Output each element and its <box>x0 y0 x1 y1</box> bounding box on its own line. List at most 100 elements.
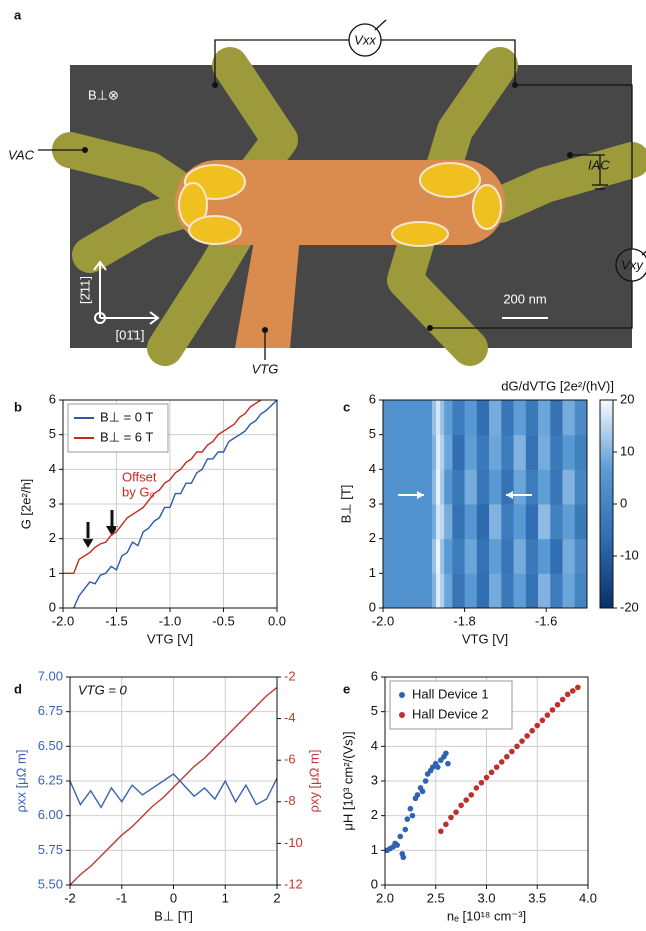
heatmap-cell <box>432 469 437 504</box>
panel-label: c <box>343 399 350 414</box>
scatter-point <box>479 780 485 786</box>
y-tick-label: 6 <box>49 391 56 406</box>
heatmap-cell <box>436 539 441 574</box>
scatter-point <box>415 792 421 798</box>
figure: a Vxx VAC IAC Vxy VTG B⊥⊗ [2̄11] [01̄1] … <box>0 0 646 931</box>
heatmap-cell <box>514 400 527 435</box>
heatmap-cell <box>465 435 478 470</box>
y2-axis-label: ρxy [μΩ m] <box>306 750 321 813</box>
heatmap-cell <box>575 469 588 504</box>
x-tick-label: 4.0 <box>579 890 597 905</box>
y-tick-label: 5 <box>369 426 376 441</box>
x-axis-label: B⊥ [T] <box>154 908 193 923</box>
scatter-point <box>468 792 474 798</box>
heatmap-cell <box>383 539 432 574</box>
legend-marker <box>399 712 405 718</box>
legend-label: Hall Device 1 <box>412 686 489 701</box>
x-tick-label: 2.0 <box>376 890 394 905</box>
x-tick-label: -1.0 <box>159 613 181 628</box>
y-tick-label: 6.00 <box>38 807 63 822</box>
heatmap-cell <box>575 435 588 470</box>
heatmap-cell <box>477 469 490 504</box>
y-tick-label: 1 <box>49 565 56 580</box>
colorbar-tick-label: -20 <box>620 599 639 614</box>
colorbar-tick-label: -10 <box>620 547 639 562</box>
heatmap-cell <box>514 573 527 608</box>
heatmap-cell <box>501 400 514 435</box>
y2-tick-label: -12 <box>284 876 303 891</box>
legend-label: B⊥ = 0 T <box>100 409 153 424</box>
x-tick-label: -1 <box>116 890 128 905</box>
x-tick-label: 1 <box>222 890 229 905</box>
heatmap-cell <box>465 400 478 435</box>
colorbar <box>600 400 613 608</box>
heatmap-cell <box>432 539 437 574</box>
heatmap-cell <box>501 469 514 504</box>
scatter-point <box>420 789 426 795</box>
heatmap-cell <box>440 573 445 608</box>
y-tick-label: 7.00 <box>38 668 63 683</box>
heatmap-cell <box>440 469 445 504</box>
heatmap-cell <box>436 573 441 608</box>
y-tick-label: 3 <box>369 495 376 510</box>
scatter-point <box>534 723 540 729</box>
scatter-point <box>489 770 495 776</box>
scatter-point <box>484 775 490 781</box>
annotation-arrows <box>82 510 118 548</box>
x-axis-label: VTG [V] <box>147 631 193 646</box>
scatter-point <box>550 707 556 713</box>
heatmap-cell <box>444 539 453 574</box>
iac-label: IAC <box>588 157 610 172</box>
heatmap-cell <box>452 539 465 574</box>
scatter-point <box>448 815 454 821</box>
field-label: B⊥⊗ <box>88 87 119 102</box>
heatmap-cell <box>383 469 432 504</box>
scatter-point <box>565 692 571 698</box>
y-tick-label: 3 <box>49 495 56 510</box>
scatter-point <box>463 797 469 803</box>
scatter-point <box>445 761 451 767</box>
y-tick-label: 1 <box>369 565 376 580</box>
scatter-point <box>560 697 566 703</box>
y-tick-label: 5 <box>371 703 378 718</box>
y-tick-label: 6 <box>371 668 378 683</box>
panel-label: d <box>14 681 22 696</box>
scatter-point <box>519 738 525 744</box>
x-tick-label: -0.5 <box>212 613 234 628</box>
heatmap-cell <box>501 539 514 574</box>
x-tick-label: -1.8 <box>453 613 475 628</box>
heatmap-cell <box>440 435 445 470</box>
heatmap-cell <box>538 435 551 470</box>
vtg-label: VTG <box>252 361 279 376</box>
scatter-point <box>400 854 406 860</box>
heatmap-cell <box>432 573 437 608</box>
heatmap-cell <box>436 469 441 504</box>
y2-tick-label: -8 <box>284 793 296 808</box>
heatmap-cell <box>563 400 576 435</box>
heatmap-cell <box>432 400 437 435</box>
heatmap-cell <box>383 573 432 608</box>
y-tick-label: 3 <box>371 772 378 787</box>
heatmap-cell <box>550 400 563 435</box>
heatmap-cell <box>501 435 514 470</box>
heatmap-cell <box>526 504 539 539</box>
panel-label: a <box>14 7 22 22</box>
heatmap-cell <box>477 573 490 608</box>
y-tick-label: 4 <box>49 461 56 476</box>
heatmap-cell <box>538 573 551 608</box>
vxy-label: Vxy <box>621 257 644 272</box>
y-axis-label: ρxx [μΩ m] <box>13 750 28 813</box>
heatmap-cell <box>489 435 502 470</box>
heatmap-cell <box>452 400 465 435</box>
y-axis-label: G [2e²/h] <box>18 479 33 530</box>
heatmap-cell <box>501 504 514 539</box>
heatmap-cell <box>444 573 453 608</box>
panel-label: b <box>14 399 22 414</box>
scatter-point <box>504 754 510 760</box>
scatter-point <box>397 834 403 840</box>
heatmap-cell <box>465 573 478 608</box>
y2-tick-label: -10 <box>284 835 303 850</box>
x-tick-label: 0 <box>170 890 177 905</box>
y-tick-label: 5.50 <box>38 876 63 891</box>
heatmap-cell <box>563 573 576 608</box>
